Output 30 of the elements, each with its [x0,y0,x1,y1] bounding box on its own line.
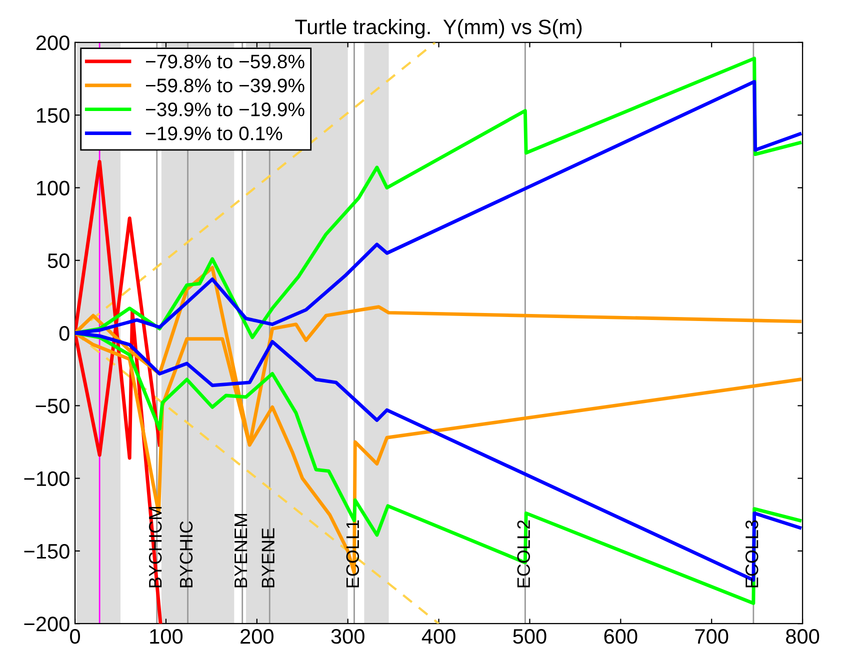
x-tick-label: 300 [331,629,364,644]
y-tick-label: −50 [36,398,70,414]
x-tick-label: 0 [70,629,80,644]
x-tick-label: 700 [695,629,728,644]
x-tick-label: 800 [786,629,820,644]
ref-line-label: BYENEM [234,514,248,588]
ref-line-label: ECOLL2 [517,520,530,588]
chart-title: Turtle tracking. Y(mm) vs S(m) [295,19,582,38]
x-tick-label: 500 [513,629,546,644]
x-tick-label: 200 [240,629,274,644]
y-tick-label: 200 [36,35,70,50]
legend-label: −19.9% to 0.1% [146,126,282,140]
ref-line-label: BYCHIC [180,521,193,588]
y-tick-label: −200 [24,616,70,632]
x-tick-label: 400 [422,629,456,644]
legend-label: −79.8% to −59.8% [146,54,304,68]
x-tick-label: 600 [604,629,638,644]
ref-line-label: BYENE [262,528,274,588]
legend-label: −39.9% to −19.9% [146,102,304,116]
y-tick-label: 100 [37,180,70,196]
x-tick-label: 100 [150,629,183,644]
y-tick-label: 150 [37,108,70,123]
ref-line-label: ECOLL3 [745,520,758,588]
y-tick-label: −100 [24,471,70,486]
y-tick-label: −150 [24,544,70,559]
y-tick-label: 0 [59,326,70,341]
legend-label: −59.8% to −39.9% [146,78,304,92]
ref-line-label: ECOLL1 [346,520,360,588]
ref-line-label: BYCHICM [148,506,162,588]
y-tick-label: 50 [48,253,70,268]
